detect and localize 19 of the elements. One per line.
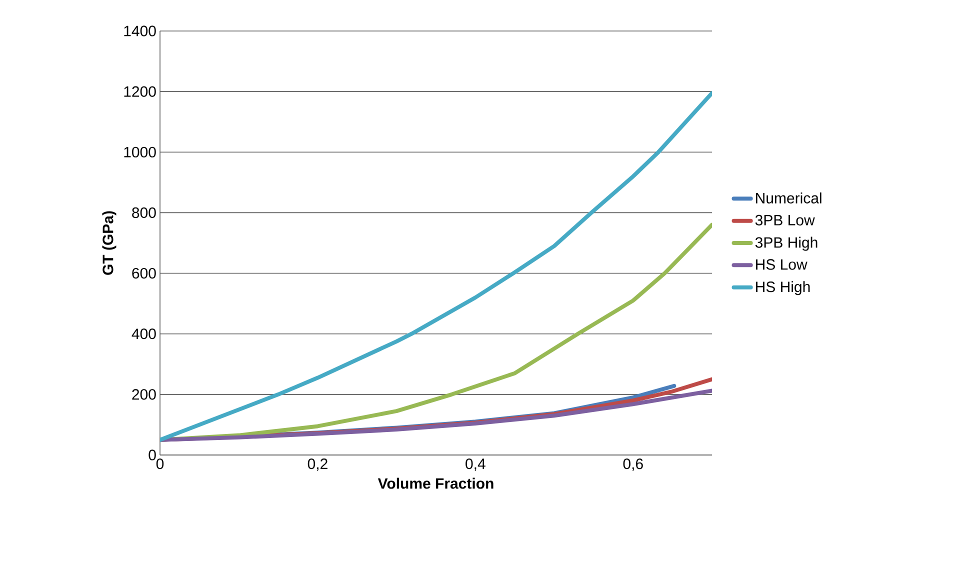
legend-label: HS Low	[756, 259, 808, 270]
legend-label: HS High	[756, 281, 810, 296]
x-axis-title: Volume Fraction	[378, 478, 494, 489]
legend-label: Numerical	[756, 192, 822, 204]
x-tick-label: 0,4	[466, 458, 486, 471]
y-tick-label: 1400	[124, 26, 156, 36]
legend-label: 3PB High	[755, 236, 818, 251]
x-tick-label: 0	[156, 458, 164, 470]
y-tick-label: 1000	[124, 146, 156, 158]
x-tick-label: 0,6	[623, 458, 643, 471]
y-axis-title: GT (GPa)	[102, 211, 116, 275]
legend-label: 3PB Low	[755, 214, 815, 226]
x-tick-label: 0,2	[308, 458, 328, 471]
y-tick-label: 600	[132, 268, 156, 279]
y-tick-label: 0	[148, 450, 156, 460]
y-tick-label: 800	[132, 207, 156, 218]
y-tick-label: 200	[132, 389, 156, 400]
y-tick-label: 400	[132, 328, 156, 340]
y-tick-label: 1200	[124, 86, 156, 97]
